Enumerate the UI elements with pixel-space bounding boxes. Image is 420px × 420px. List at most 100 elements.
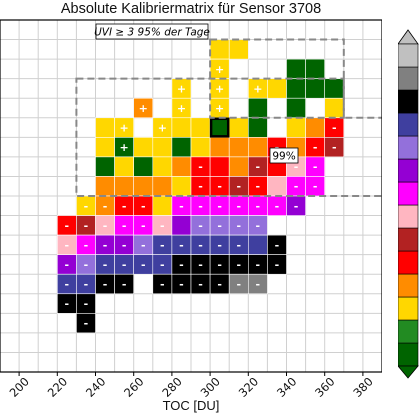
colorbar-segment xyxy=(398,342,419,367)
x-axis-label: TOC [DU] xyxy=(162,398,220,413)
heatmap-cell xyxy=(209,156,230,177)
heatmap-cell xyxy=(171,176,192,197)
heatmap-cell xyxy=(171,117,192,138)
x-tick-label: 320 xyxy=(236,374,261,399)
colorbar-segment xyxy=(398,112,419,137)
cell-sign-label: - xyxy=(179,239,184,252)
cell-sign-label: - xyxy=(122,278,127,291)
cell-sign-label: + xyxy=(215,82,224,95)
colorbar-segment xyxy=(398,273,419,298)
heatmap-cell xyxy=(248,117,268,138)
cell-sign-label: - xyxy=(236,258,241,271)
colorbar-segment xyxy=(398,158,419,183)
x-tick-label: 220 xyxy=(45,374,70,399)
cell-sign-label: - xyxy=(332,122,337,135)
heatmap-cell xyxy=(133,176,154,197)
cell-sign-label: - xyxy=(103,278,108,291)
cell-sign-label: - xyxy=(256,278,261,291)
heatmap-cell xyxy=(228,117,249,138)
heatmap-cell xyxy=(267,176,287,197)
x-tick-label: 300 xyxy=(198,374,223,399)
heatmap-cell xyxy=(133,137,154,158)
cell-sign-label: + xyxy=(177,102,186,115)
heatmap-cell xyxy=(171,215,192,236)
x-tick-label: 240 xyxy=(83,374,108,399)
cell-sign-label: - xyxy=(141,258,146,271)
cell-sign-label: - xyxy=(313,141,318,154)
heatmap-cell xyxy=(248,234,268,255)
colorbar-segment xyxy=(398,66,419,91)
heatmap-cell xyxy=(190,117,211,138)
annotation-label: UVI ≥ 3 95% der Tage xyxy=(94,27,210,39)
cell-sign-label: - xyxy=(275,239,280,252)
heatmap-cell xyxy=(152,156,173,177)
heatmap-cell xyxy=(114,176,134,197)
cell-sign-label: - xyxy=(198,219,203,232)
cell-sign-label: - xyxy=(65,219,70,232)
contour-99-percent xyxy=(75,77,382,197)
x-tick-label: 360 xyxy=(312,374,337,399)
heatmap-cell xyxy=(248,97,268,119)
cell-sign-label: - xyxy=(160,278,165,291)
cell-sign-label: - xyxy=(217,219,222,232)
cell-sign-label: - xyxy=(275,258,280,271)
cell-sign-label: - xyxy=(198,200,203,213)
cell-sign-label: - xyxy=(198,180,203,193)
cell-sign-label: - xyxy=(236,239,241,252)
cell-sign-label: - xyxy=(217,278,222,291)
cell-sign-label: + xyxy=(215,63,224,76)
heatmap-cell xyxy=(324,97,345,119)
heatmap-cell xyxy=(305,58,326,79)
cell-sign-label: - xyxy=(332,141,337,154)
x-tick-label: 280 xyxy=(159,374,184,399)
cell-sign-label: + xyxy=(253,82,262,95)
colorbar xyxy=(398,29,419,379)
cell-sign-label: - xyxy=(236,219,241,232)
cell-sign-label: + xyxy=(158,122,167,135)
cell-sign-label: - xyxy=(103,200,108,213)
heatmap-cell xyxy=(114,156,134,177)
x-tick-label: 340 xyxy=(274,374,299,399)
cell-sign-label: - xyxy=(198,161,203,174)
cell-sign-label: - xyxy=(84,239,89,252)
heatmap-cell xyxy=(152,195,173,216)
cell-sign-label: - xyxy=(256,161,261,174)
cell-sign-label: - xyxy=(84,298,89,311)
plot-frame xyxy=(0,19,382,373)
heatmap-cell xyxy=(133,97,154,119)
cell-sign-label: - xyxy=(217,239,222,252)
cell-sign-label: - xyxy=(236,200,241,213)
heatmap-cell xyxy=(305,117,326,138)
heatmap-cell xyxy=(133,156,154,177)
cell-sign-label: - xyxy=(122,200,127,213)
cell-sign-label: - xyxy=(294,200,299,213)
cell-sign-label: + xyxy=(139,102,148,115)
cell-sign-label: - xyxy=(84,317,89,330)
cell-sign-label: - xyxy=(65,298,70,311)
chart-title: Absolute Kalibriermatrix für Sensor 3708 xyxy=(60,1,322,17)
cell-sign-label: - xyxy=(141,219,146,232)
heatmap-cell xyxy=(305,176,326,197)
heatmap-cell xyxy=(248,137,268,158)
heatmap-cell xyxy=(95,176,115,197)
cell-sign-label: - xyxy=(179,278,184,291)
cell-sign-label: - xyxy=(179,258,184,271)
heatmap-cell xyxy=(286,97,306,119)
colorbar-segment xyxy=(398,181,419,206)
cell-sign-label: - xyxy=(65,278,70,291)
annotation-box xyxy=(269,147,299,164)
cell-sign-label: - xyxy=(84,278,89,291)
cell-sign-label: - xyxy=(313,161,318,174)
cell-sign-label: - xyxy=(236,180,241,193)
heatmap-cell xyxy=(95,137,115,158)
heatmap-cell xyxy=(286,195,306,216)
cell-sign-label: - xyxy=(256,219,261,232)
cell-sign-label: - xyxy=(217,258,222,271)
cell-sign-label: - xyxy=(160,219,165,232)
cell-sign-label: + xyxy=(120,122,129,135)
cell-sign-label: - xyxy=(141,239,146,252)
heatmap-cell xyxy=(95,117,115,138)
cell-sign-label: - xyxy=(141,200,146,213)
annotation-box xyxy=(95,23,209,40)
heatmap-plot: + + + + + + + + + - + - - - - - - - - - - - - - - - - - - - - - - - - - - - - -… xyxy=(0,19,382,400)
